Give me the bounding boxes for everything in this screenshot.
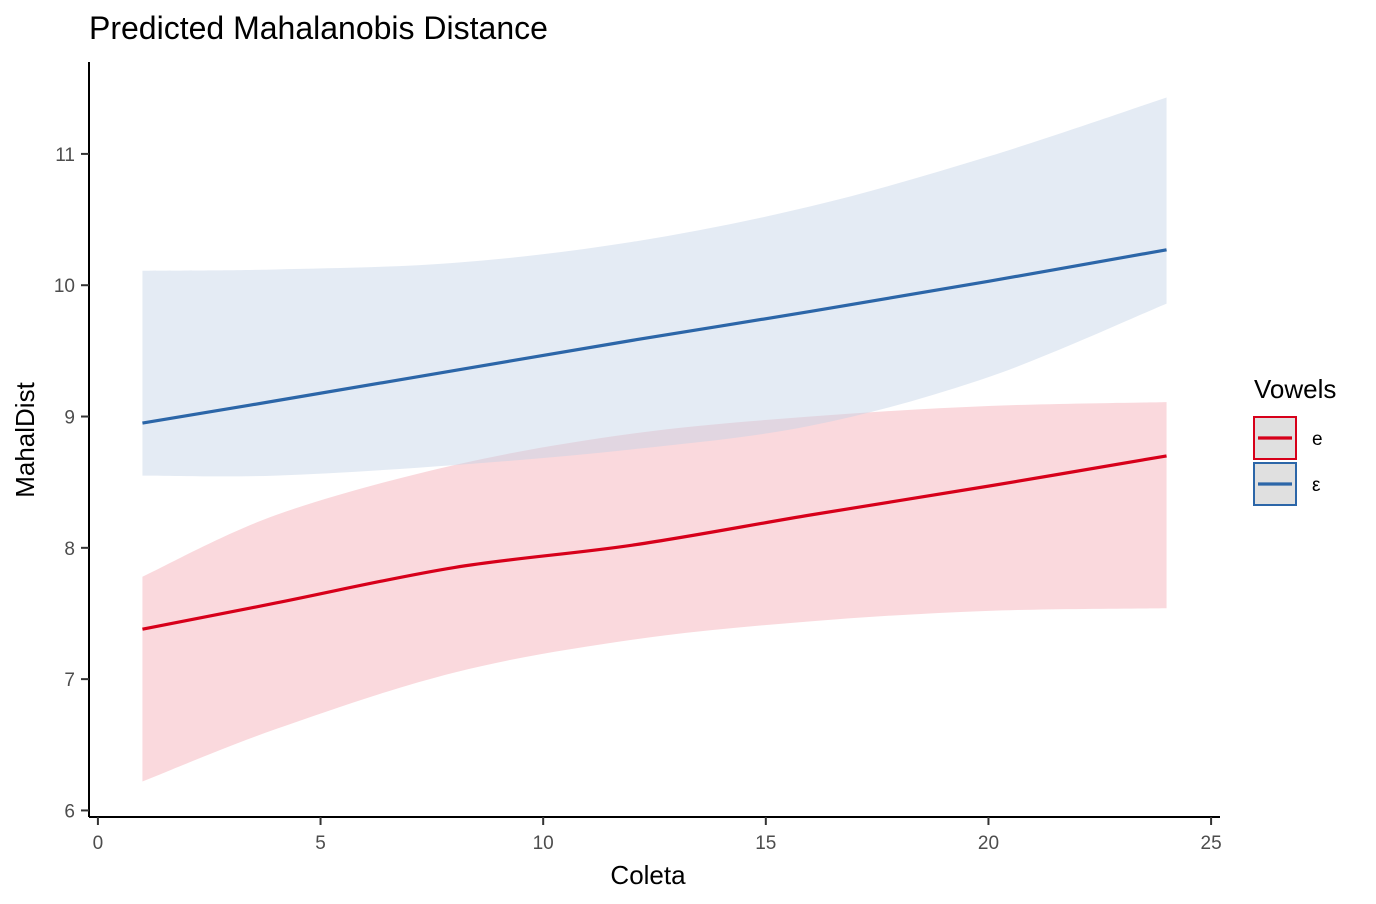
y-tick-label: 7	[64, 670, 75, 691]
band-1	[142, 402, 1167, 782]
y-axis-title: MahalDist	[10, 381, 40, 497]
y-tick-label: 8	[64, 539, 75, 560]
x-axis-title: Coleta	[610, 860, 686, 890]
legend: Vowels e ε	[1253, 374, 1336, 506]
y-tick-label: 6	[64, 801, 75, 822]
x-tick-label: 15	[755, 833, 776, 854]
legend-label-1: e	[1312, 429, 1323, 450]
x-tick-label: 20	[978, 833, 999, 854]
confidence-bands	[142, 97, 1167, 782]
line-series-1	[142, 454, 1167, 631]
legend-label-2: ε	[1312, 475, 1321, 496]
line-series-2	[142, 248, 1167, 425]
band-2	[142, 97, 1167, 477]
chart-title: Predicted Mahalanobis Distance	[89, 10, 548, 46]
y-axis-ticks: 6 7 8 9 10 11	[54, 145, 89, 822]
x-tick-label: 5	[315, 833, 326, 854]
x-tick-label: 25	[1201, 833, 1222, 854]
series-lines	[142, 248, 1167, 631]
legend-title: Vowels	[1254, 374, 1336, 404]
x-tick-label: 10	[533, 833, 554, 854]
y-tick-label: 10	[54, 276, 75, 297]
x-axis-ticks: 0 5 10 15 20 25	[93, 817, 1222, 854]
y-tick-label: 9	[64, 408, 75, 429]
x-tick-label: 0	[93, 833, 104, 854]
y-tick-label: 11	[55, 145, 75, 166]
